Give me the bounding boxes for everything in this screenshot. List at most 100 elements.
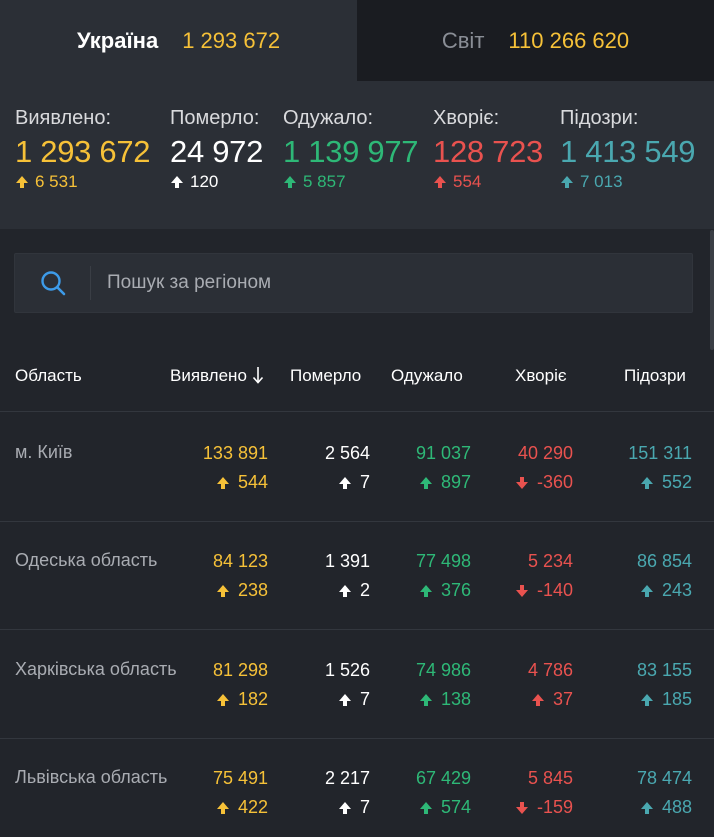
arrow-up-icon [216, 801, 229, 814]
detected-value: 133 891 [202, 443, 268, 463]
summary-detected-value: 1 293 672 [15, 134, 151, 169]
arrow-up-icon [419, 693, 432, 706]
region-name: Одеська область [15, 550, 158, 570]
recovered-delta-value: 897 [440, 472, 471, 492]
sick-cell: 5 845 -159 [515, 764, 573, 822]
recovered-cell: 91 037 897 [416, 439, 471, 497]
arrow-up-icon [419, 476, 432, 489]
arrow-up-icon [419, 584, 432, 597]
died-cell: 1 391 2 [325, 547, 370, 605]
recovered-cell: 77 498 376 [416, 547, 471, 605]
died-value: 1 391 [324, 551, 370, 571]
header-detected[interactable]: Виявлено [170, 366, 264, 386]
arrow-up-icon [640, 801, 653, 814]
header-died[interactable]: Померло [290, 366, 362, 385]
recovered-delta: 376 [416, 576, 471, 605]
arrow-up-icon [338, 476, 351, 489]
table-row[interactable]: Харківська область 81 298 182 1 526 7 74 986 1… [0, 630, 714, 739]
suspected-delta: 488 [637, 793, 692, 822]
recovered-delta-value: 376 [440, 580, 471, 600]
died-delta: 7 [325, 685, 370, 714]
tab-ukraine[interactable]: Україна 1 293 672 [0, 0, 357, 81]
suspected-cell: 78 474 488 [637, 764, 692, 822]
arrow-up-icon [640, 584, 653, 597]
sick-delta: -159 [515, 793, 573, 822]
tab-ukraine-label: Україна [76, 27, 159, 53]
summary-died: Померло: 24 972 120 [170, 107, 263, 192]
search-input[interactable] [107, 272, 692, 294]
detected-cell: 84 123 238 [213, 547, 268, 605]
detected-delta-value: 182 [237, 689, 268, 709]
sick-cell: 5 234 -140 [515, 547, 573, 605]
header-region[interactable]: Область [15, 366, 82, 385]
summary-suspected: Підозри: 1 413 549 7 013 [560, 107, 696, 192]
sick-cell: 4 786 37 [528, 656, 573, 714]
summary-died-delta: 120 [170, 172, 263, 192]
recovered-delta: 138 [416, 685, 471, 714]
summary-recovered-value: 1 139 977 [283, 134, 419, 169]
country-tabs: Україна 1 293 672 Світ 110 266 620 [0, 0, 714, 81]
recovered-delta: 897 [416, 468, 471, 497]
summary-died-label: Померло: [170, 107, 260, 129]
table-row[interactable]: Львівська область 75 491 422 2 217 7 67 429 57… [0, 738, 714, 837]
suspected-cell: 86 854 243 [637, 547, 692, 605]
summary-sick-value: 128 723 [433, 134, 543, 169]
header-suspected[interactable]: Підозри [624, 366, 686, 385]
recovered-value: 67 429 [415, 768, 471, 788]
recovered-cell: 74 986 138 [416, 656, 471, 714]
summary-sick-label: Хворіє: [433, 107, 500, 129]
table-row[interactable]: м. Київ 133 891 544 2 564 7 91 037 897 40 290 -3… [0, 413, 714, 522]
suspected-value: 83 155 [636, 660, 692, 680]
summary-recovered: Одужало: 1 139 977 5 857 [283, 107, 419, 192]
suspected-delta: 552 [628, 468, 692, 497]
region-name: Харківська область [15, 659, 177, 679]
table-header: Область Виявлено Померло Одужало Хворіє … [0, 348, 714, 412]
arrow-up-icon [434, 176, 446, 188]
tab-world-value: 110 266 620 [508, 27, 630, 53]
died-delta: 7 [325, 793, 370, 822]
detected-delta: 182 [213, 685, 268, 714]
suspected-delta: 185 [637, 685, 692, 714]
summary-sick-delta: 554 [433, 172, 543, 192]
arrow-up-icon [640, 693, 653, 706]
summary-detected-delta: 6 531 [15, 172, 150, 192]
search-icon[interactable] [15, 266, 91, 300]
region-name: Львівська область [15, 767, 168, 787]
recovered-delta: 574 [416, 793, 471, 822]
arrow-down-icon [515, 801, 528, 814]
detected-value: 84 123 [212, 551, 268, 571]
summary-suspected-delta: 7 013 [560, 172, 695, 192]
recovered-delta-value: 138 [440, 689, 471, 709]
sick-value: 40 290 [517, 443, 573, 463]
table-row[interactable]: Одеська область 84 123 238 1 391 2 77 498 376 5… [0, 521, 714, 630]
sick-value: 5 234 [527, 551, 573, 571]
arrow-up-icon [338, 584, 351, 597]
header-recovered[interactable]: Одужало [391, 366, 463, 385]
sick-delta-value: -360 [536, 472, 573, 492]
arrow-up-icon [531, 693, 544, 706]
sick-delta: 37 [528, 685, 573, 714]
died-delta-value: 7 [359, 797, 370, 817]
detected-cell: 81 298 182 [213, 656, 268, 714]
sick-delta: -360 [515, 468, 573, 497]
suspected-delta: 243 [637, 576, 692, 605]
arrow-up-icon [338, 693, 351, 706]
detected-delta: 422 [213, 793, 268, 822]
suspected-delta-value: 185 [661, 689, 692, 709]
summary-detected-delta-value: 6 531 [35, 172, 78, 191]
detected-value: 75 491 [212, 768, 268, 788]
tab-ukraine-value: 1 293 672 [182, 27, 281, 53]
header-sick[interactable]: Хворіє [515, 366, 567, 385]
summary-sick-delta-value: 554 [453, 172, 482, 191]
detected-cell: 75 491 422 [213, 764, 268, 822]
died-value: 1 526 [324, 660, 370, 680]
detected-delta-value: 238 [237, 580, 268, 600]
died-value: 2 217 [324, 768, 370, 788]
arrow-up-icon [171, 176, 183, 188]
detected-cell: 133 891 544 [203, 439, 268, 497]
scrollbar[interactable] [710, 230, 714, 350]
sort-down-icon [252, 367, 263, 384]
tab-world[interactable]: Світ 110 266 620 [357, 0, 714, 81]
summary-panel: Виявлено: 1 293 672 6 531 Померло: 24 97… [0, 81, 714, 229]
arrow-down-icon [515, 584, 528, 597]
